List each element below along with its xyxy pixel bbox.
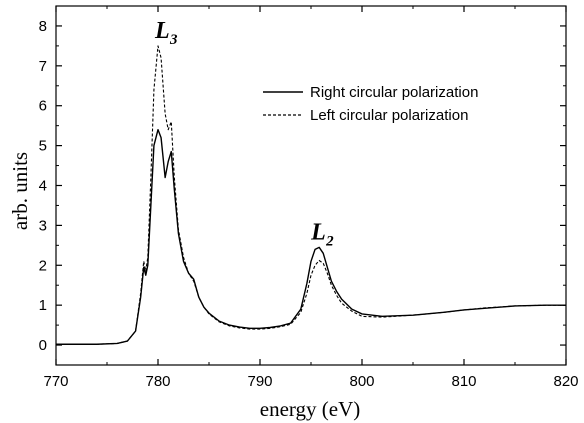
y-tick-label: 0 (39, 337, 47, 354)
series-left-circular (56, 45, 566, 345)
x-tick-label: 810 (451, 373, 476, 390)
peak-label-L2: L (310, 219, 326, 245)
legend: Right circular polarization Left circula… (263, 84, 478, 124)
x-tick-label: 780 (145, 373, 170, 390)
y-axis-title: arb. units (8, 152, 32, 230)
legend-label-right: Right circular polarization (310, 84, 478, 101)
y-tick-label: 5 (39, 138, 47, 155)
x-tick-label: 770 (43, 373, 68, 390)
annotations-layer: L 3L 2 (154, 18, 334, 249)
series-layer (56, 45, 566, 345)
x-tick-label: 800 (349, 373, 374, 390)
y-tick-label: 8 (39, 18, 47, 35)
y-tick-label: 1 (39, 297, 47, 314)
legend-label-left: Left circular polarization (310, 107, 468, 124)
x-tick-label: 820 (553, 373, 578, 390)
x-tick-label: 790 (247, 373, 272, 390)
peak-label-L3-subscript: 3 (169, 32, 178, 48)
y-tick-label: 2 (39, 257, 47, 274)
x-axis-title: energy (eV) (260, 397, 360, 421)
y-tick-label: 6 (39, 98, 47, 115)
ticks-layer: 770 780 790 800 810 820 0 1 2 3 4 5 6 7 8 (39, 5, 579, 390)
peak-label-L3: L (154, 18, 170, 44)
labels-layer: energy (eV) arb. units (8, 152, 360, 421)
series-right-circular (56, 128, 566, 345)
plot-frame (55, 5, 567, 366)
y-tick-label: 3 (39, 217, 47, 234)
plot-area (55, 5, 567, 366)
y-tick-label: 4 (39, 178, 47, 195)
peak-label-L2-subscript: 2 (325, 233, 334, 249)
y-tick-label: 7 (39, 58, 47, 75)
